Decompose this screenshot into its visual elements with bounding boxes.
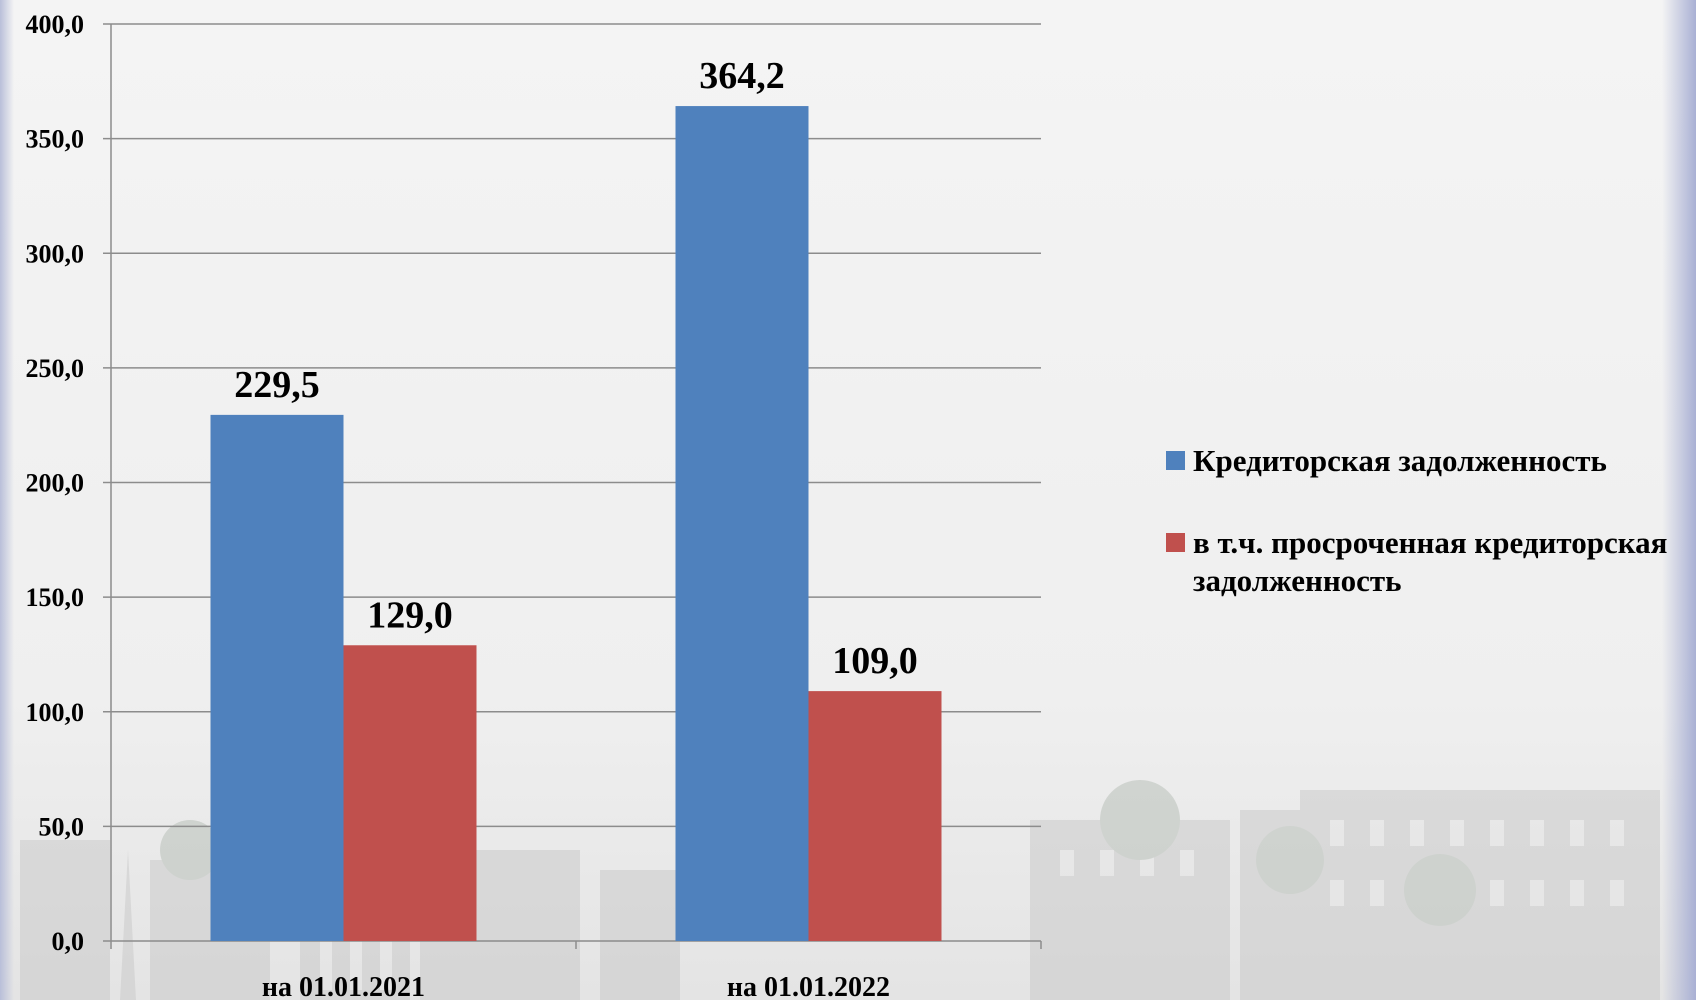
y-tick-label: 100,0 xyxy=(26,698,85,727)
legend-label-series-2: в т.ч. просроченная кредиторская задолже… xyxy=(1193,525,1668,598)
legend-item-series-1: Кредиторская задолженность xyxy=(1166,442,1696,480)
x-tick-labels: на 01.01.2021 на 01.01.2022 xyxy=(262,972,890,1000)
slide-left-edge xyxy=(0,0,14,1000)
y-tick-label: 250,0 xyxy=(26,354,85,383)
bar-series-1-1 xyxy=(210,414,344,942)
x-tick-label: на 01.01.2021 xyxy=(262,972,425,1000)
bars xyxy=(210,106,942,942)
data-label: 109,0 xyxy=(832,640,918,682)
y-tick-label: 150,0 xyxy=(26,583,85,612)
data-labels: 229,5 129,0 364,2 109,0 xyxy=(234,55,918,682)
legend-item-series-2: в т.ч. просроченная кредиторская задолже… xyxy=(1166,524,1696,600)
bar-series-2-2 xyxy=(808,691,942,941)
legend-swatch-series-2 xyxy=(1166,533,1185,552)
legend-swatch-series-1 xyxy=(1166,451,1185,470)
y-tick-labels: 0,0 50,0 100,0 150,0 200,0 250,0 300,0 350,0 400… xyxy=(26,10,85,956)
y-tick-label: 400,0 xyxy=(26,10,85,39)
y-tick-label: 300,0 xyxy=(26,239,85,268)
y-tick-label: 350,0 xyxy=(26,125,85,154)
y-tick-label: 50,0 xyxy=(39,812,85,841)
legend: Кредиторская задолженность в т.ч. просро… xyxy=(1166,442,1696,644)
data-label: 364,2 xyxy=(699,55,785,97)
slide-right-edge xyxy=(1662,0,1696,1000)
bar-series-1-2 xyxy=(675,106,809,941)
y-tick-label: 200,0 xyxy=(26,469,85,498)
x-tick-label: на 01.01.2022 xyxy=(727,972,890,1000)
legend-label-series-1: Кредиторская задолженность xyxy=(1193,443,1607,478)
data-label: 229,5 xyxy=(234,364,320,406)
y-tick-label: 0,0 xyxy=(52,927,85,956)
bar-series-2-1 xyxy=(343,645,477,941)
data-label: 129,0 xyxy=(367,594,453,636)
